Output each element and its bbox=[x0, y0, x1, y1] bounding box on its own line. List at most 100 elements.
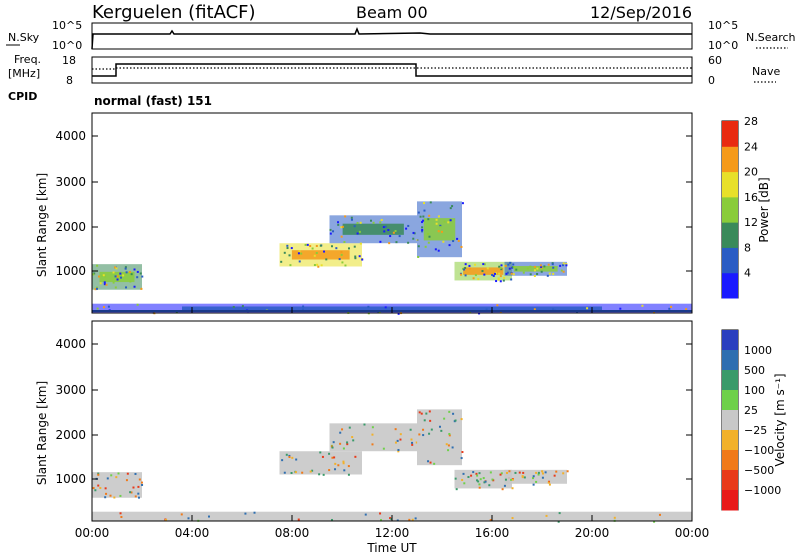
velocity-colorbar-segment bbox=[722, 430, 738, 451]
velocity-speckle bbox=[97, 473, 100, 476]
velocity-colorbar-segment bbox=[722, 490, 738, 511]
power-speckle bbox=[398, 235, 401, 238]
velocity-speckle bbox=[92, 487, 95, 490]
velocity-colorbar-segment bbox=[722, 370, 738, 391]
velocity-speckle bbox=[371, 443, 374, 446]
power-speckle bbox=[116, 275, 119, 278]
power-speckle bbox=[387, 229, 390, 232]
power-speckle bbox=[301, 308, 304, 311]
power-speckle bbox=[384, 225, 387, 228]
power-speckle bbox=[552, 266, 555, 269]
power-speckle bbox=[536, 267, 539, 270]
velocity-speckle bbox=[508, 470, 511, 473]
time-tick-label: 00:00 bbox=[675, 526, 710, 540]
time-tick-label: 20:00 bbox=[575, 526, 610, 540]
power-speckle bbox=[641, 304, 644, 307]
velocity-speckle bbox=[448, 410, 451, 413]
velocity-speckle bbox=[429, 461, 432, 464]
power-speckle bbox=[115, 267, 118, 270]
velocity-speckle bbox=[433, 462, 436, 465]
velocity-speckle bbox=[452, 412, 455, 415]
velocity-speckle bbox=[532, 483, 535, 486]
power-speckle bbox=[552, 272, 555, 275]
power-speckle bbox=[372, 221, 375, 224]
power-speckle bbox=[460, 245, 463, 248]
velocity-speckle bbox=[347, 473, 350, 476]
power-speckle bbox=[105, 283, 108, 286]
velocity-ytick-4000: 4000 bbox=[55, 337, 86, 351]
power-speckle bbox=[417, 211, 420, 214]
velocity-speckle bbox=[479, 478, 482, 481]
power-speckle bbox=[343, 241, 346, 244]
power-speckle bbox=[325, 258, 328, 261]
power-speckle bbox=[497, 277, 500, 280]
velocity-ytick-2000: 2000 bbox=[55, 428, 86, 442]
velocity-speckle bbox=[427, 460, 430, 463]
power-speckle bbox=[512, 273, 515, 276]
power-speckle bbox=[427, 241, 430, 244]
velocity-speckle bbox=[120, 515, 123, 518]
velocity-speckle bbox=[110, 474, 113, 477]
velocity-speckle bbox=[461, 451, 464, 454]
velocity-speckle bbox=[309, 470, 312, 473]
power-speckle bbox=[417, 255, 420, 258]
power-speckle bbox=[461, 202, 464, 205]
power-speckle bbox=[522, 271, 525, 274]
velocity-speckle bbox=[478, 486, 481, 489]
velocity-speckle bbox=[541, 476, 544, 479]
power-speckle bbox=[319, 244, 322, 247]
power-speckle bbox=[136, 303, 139, 306]
velocity-speckle bbox=[414, 517, 417, 520]
velocity-colorbar: Velocity [m s⁻¹] 1000 500 100 25 −25 −100 −500… bbox=[721, 329, 787, 511]
power-speckle bbox=[103, 281, 106, 284]
freq-tick-high: 18 bbox=[62, 54, 76, 67]
velocity-region bbox=[279, 451, 362, 475]
velocity-speckle bbox=[396, 519, 399, 522]
power-speckle bbox=[337, 221, 340, 224]
power-speckle bbox=[424, 245, 427, 248]
velocity-speckle bbox=[319, 451, 322, 454]
power-speckle bbox=[515, 268, 518, 271]
velocity-colorbar-tick: 500 bbox=[744, 364, 765, 377]
velocity-speckle bbox=[411, 441, 414, 444]
velocity-speckle bbox=[321, 455, 324, 458]
power-colorbar-tick: 12 bbox=[744, 216, 758, 229]
power-speckle bbox=[513, 265, 516, 268]
velocity-speckle bbox=[455, 488, 458, 491]
velocity-speckle bbox=[415, 441, 418, 444]
velocity-speckle bbox=[301, 471, 304, 474]
power-speckle bbox=[559, 264, 562, 267]
velocity-speckle bbox=[478, 483, 481, 486]
power-speckle bbox=[329, 228, 332, 231]
power-speckle bbox=[540, 265, 543, 268]
power-speckle bbox=[421, 226, 424, 229]
velocity-speckle bbox=[208, 515, 211, 518]
velocity-speckle bbox=[138, 478, 141, 481]
velocity-region bbox=[92, 472, 142, 498]
power-speckle bbox=[241, 305, 244, 308]
power-speckle bbox=[114, 275, 117, 278]
power-speckle bbox=[358, 230, 361, 233]
velocity-speckle bbox=[535, 471, 538, 474]
power-speckle bbox=[449, 207, 452, 210]
velocity-speckle bbox=[328, 469, 331, 472]
power-speckle bbox=[338, 258, 341, 261]
power-speckle bbox=[130, 273, 133, 276]
time-axis: Time UT 00:00 04:00 08:00 12:00 16:00 20:00 00… bbox=[75, 307, 710, 554]
velocity-speckle bbox=[137, 496, 140, 499]
nave-tick-low: 0 bbox=[708, 74, 715, 87]
power-colorbar-segment bbox=[722, 247, 738, 274]
nsearch-tick-high: 10^5 bbox=[708, 19, 738, 32]
velocity-colorbar-tick: −100 bbox=[744, 444, 774, 457]
velocity-speckle bbox=[463, 482, 466, 485]
power-speckle bbox=[98, 275, 101, 278]
velocity-speckle bbox=[371, 433, 374, 436]
power-speckle bbox=[481, 270, 484, 273]
velocity-speckle bbox=[476, 479, 479, 482]
power-speckle bbox=[565, 262, 568, 265]
power-speckle bbox=[389, 235, 392, 238]
velocity-speckle bbox=[331, 446, 334, 449]
velocity-speckle bbox=[461, 478, 464, 481]
velocity-speckle bbox=[547, 481, 550, 484]
velocity-speckle bbox=[297, 518, 300, 521]
